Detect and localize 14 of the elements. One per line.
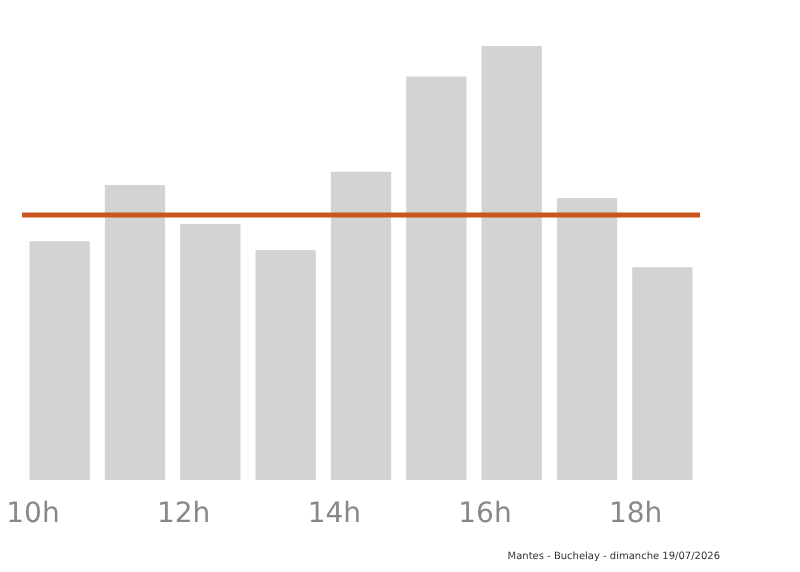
bar	[556, 197, 618, 480]
x-tick-label: 16h	[458, 498, 512, 530]
x-tick-label: 14h	[307, 498, 361, 530]
bar	[406, 76, 467, 480]
x-tick-label: 10h	[6, 498, 60, 530]
bar	[632, 267, 693, 480]
bar	[29, 241, 90, 480]
bar	[104, 184, 166, 480]
bar	[255, 249, 316, 480]
bar	[481, 46, 542, 480]
x-tick-label: 12h	[156, 498, 211, 530]
bar	[180, 223, 241, 480]
bar	[330, 171, 392, 480]
x-tick-label: 18h	[608, 498, 663, 530]
